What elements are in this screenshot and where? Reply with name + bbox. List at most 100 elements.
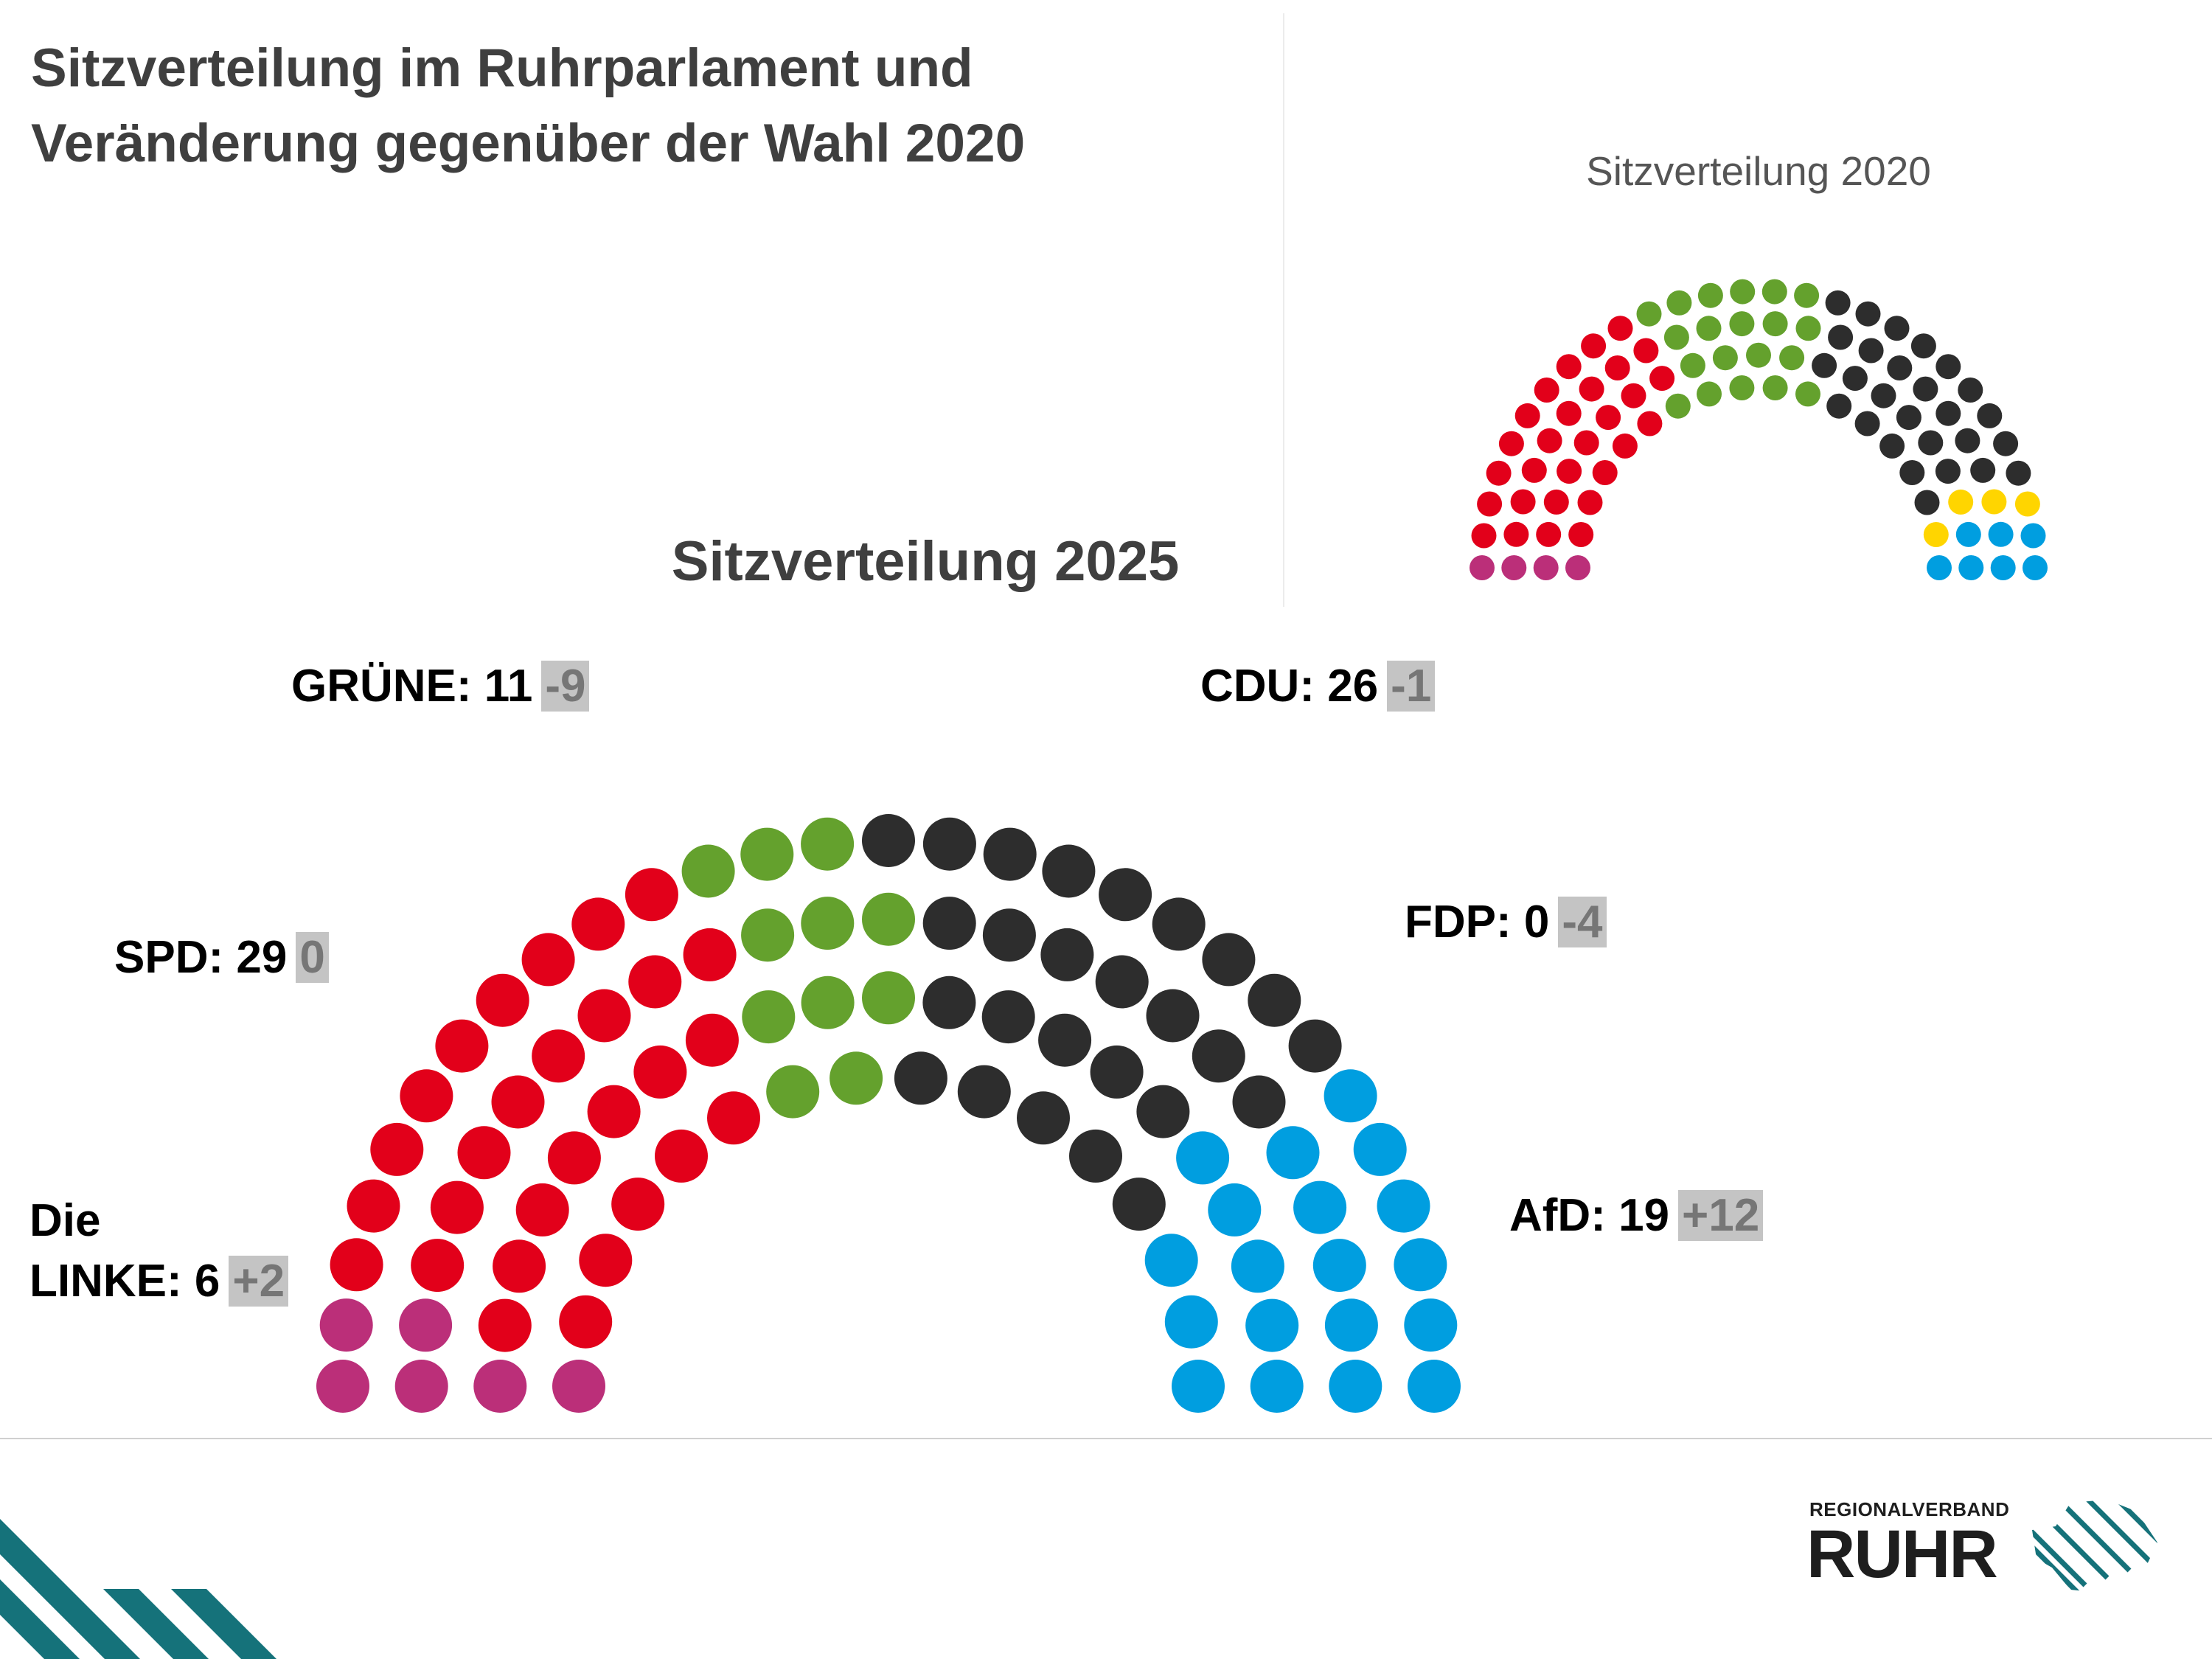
seat-spd	[633, 1045, 687, 1099]
seat-fdp	[1948, 489, 1974, 515]
label-fdp: FDP: 0 -4	[1405, 892, 1607, 953]
seat-spd	[330, 1238, 383, 1292]
seat-spd	[491, 1075, 545, 1129]
seat-gruene	[741, 908, 795, 962]
seat-spd	[1612, 433, 1638, 459]
seat-spd	[1557, 459, 1582, 484]
seat-spd	[579, 1234, 633, 1287]
seat-spd	[707, 1091, 760, 1145]
seat-spd	[1573, 430, 1599, 456]
seat-cdu	[1232, 1075, 1286, 1129]
seat-spd	[1633, 338, 1659, 364]
subtitle-2020: Sitzverteilung 2020	[1586, 148, 1931, 194]
seat-cdu	[1038, 1013, 1092, 1067]
label-fdp-change: -4	[1558, 897, 1607, 947]
seat-spd	[655, 1129, 708, 1183]
label-fdp-name: FDP: 0	[1405, 897, 1550, 947]
seat-gruene	[1697, 381, 1722, 407]
seat-gruene	[1696, 316, 1722, 341]
seat-spd	[1581, 333, 1607, 359]
seat-cdu	[1090, 1045, 1144, 1099]
seat-afd	[1988, 521, 2014, 547]
seat-spd	[515, 1183, 569, 1237]
seat-spd	[478, 1298, 532, 1352]
subtitle-2025: Sitzverteilung 2025	[671, 530, 1180, 593]
seat-cdu	[1914, 490, 1940, 515]
seat-spd	[1536, 521, 1562, 547]
seat-spd	[1471, 523, 1497, 549]
label-afd: AfD: 19 +12	[1509, 1186, 1764, 1246]
seat-die-linke	[316, 1360, 369, 1413]
seat-afd	[1231, 1239, 1284, 1293]
seat-spd	[532, 1029, 585, 1083]
seat-cdu	[1884, 316, 1910, 341]
seat-gruene	[1712, 345, 1738, 371]
label-cdu-change: -1	[1387, 661, 1436, 712]
seat-afd	[1353, 1122, 1407, 1176]
seat-spd	[625, 868, 678, 922]
seat-spd	[683, 928, 737, 981]
seat-cdu	[982, 908, 1036, 962]
seat-cdu	[1812, 352, 1837, 378]
seat-spd	[476, 973, 529, 1027]
seat-gruene	[801, 975, 855, 1029]
logo-text-regionalverband: REGIONALVERBAND	[1809, 1498, 2010, 1520]
seat-cdu	[983, 827, 1037, 881]
seat-gruene	[1730, 279, 1756, 305]
seat-cdu	[957, 1065, 1011, 1119]
seat-gruene	[742, 990, 796, 1044]
seat-spd	[1534, 378, 1559, 403]
seat-cdu	[1993, 431, 2019, 456]
seat-spd	[628, 955, 682, 1009]
seat-cdu	[1152, 897, 1206, 951]
seat-cdu	[1042, 844, 1096, 898]
seat-gruene	[1665, 393, 1691, 419]
seat-spd	[1607, 316, 1633, 341]
seat-spd	[1486, 460, 1512, 486]
seat-spd	[430, 1180, 484, 1234]
seat-spd	[1621, 383, 1646, 408]
seat-cdu	[1288, 1019, 1342, 1073]
seat-die-linke	[399, 1298, 453, 1352]
corner-stripes-decoration	[0, 1519, 276, 1659]
seat-cdu	[1040, 928, 1094, 981]
chart-title: Sitzverteilung im Ruhrparlament und Verä…	[31, 31, 1284, 181]
label-linke-name: LINKE: 6	[29, 1256, 220, 1307]
seat-spd	[1604, 355, 1630, 380]
seat-afd	[1958, 555, 1984, 580]
logo-text-ruhr: RUHR	[1806, 1517, 1998, 1592]
seat-spd	[685, 1013, 739, 1067]
seat-afd	[1324, 1298, 1378, 1352]
seat-afd	[1250, 1360, 1304, 1413]
seat-cdu	[1136, 1085, 1190, 1138]
seat-cdu	[1826, 393, 1852, 419]
seat-cdu	[2006, 460, 2031, 486]
seat-afd	[1266, 1126, 1320, 1180]
label-cdu: CDU: 26 -1	[1200, 656, 1436, 717]
seat-gruene	[1762, 311, 1788, 337]
seat-spd	[547, 1131, 601, 1185]
label-spd-change: 0	[296, 932, 329, 983]
seat-cdu	[1896, 405, 1921, 431]
seat-afd	[2023, 555, 2048, 580]
seat-spd	[411, 1239, 465, 1293]
seat-cdu	[922, 897, 976, 950]
seat-cdu	[1910, 333, 1936, 359]
seat-cdu	[1935, 400, 1961, 426]
seat-cdu	[1977, 403, 2003, 428]
seat-cdu	[1887, 355, 1913, 380]
seat-afd	[1404, 1298, 1458, 1352]
seat-spd	[559, 1295, 613, 1349]
seat-gruene	[1762, 375, 1788, 400]
vertical-divider	[1283, 13, 1284, 607]
label-gruene: GRÜNE: 11 -9	[291, 656, 590, 717]
seat-spd	[1477, 491, 1503, 517]
seat-gruene	[862, 971, 915, 1025]
seat-gruene	[1795, 316, 1821, 341]
seat-spd	[571, 897, 625, 951]
seat-spd	[1556, 354, 1582, 380]
label-linke-line1: Die	[29, 1195, 101, 1246]
seat-cdu	[1828, 324, 1854, 350]
seat-spd	[1579, 376, 1604, 402]
seat-spd	[1592, 460, 1618, 485]
